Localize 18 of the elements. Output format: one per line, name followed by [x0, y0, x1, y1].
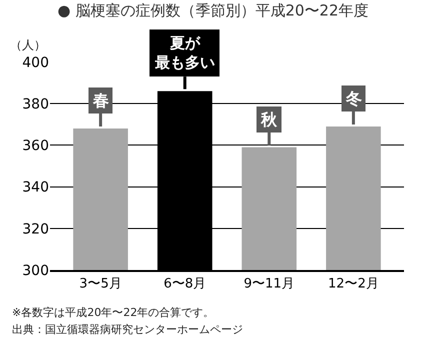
annotation: 秋 — [260, 110, 278, 129]
text: ※各数字は平成20年〜22年の合算です。 — [12, 306, 214, 319]
y-tick-label: 400 — [22, 54, 49, 71]
annotation: 春 — [92, 91, 109, 110]
source-note: 出典：国立循環器病研究センターホームページ — [12, 323, 243, 336]
x-tick-label: 12〜2月 — [328, 276, 379, 292]
y-tick-label: 320 — [22, 221, 49, 238]
y-tick-label: 380 — [22, 96, 49, 112]
annotation: 夏が最も多い — [154, 34, 215, 72]
y-tick-label: 340 — [22, 180, 49, 196]
y-tick-label: 300 — [22, 262, 49, 279]
x-tick-label: 6〜8月 — [164, 276, 206, 292]
annotation: 冬 — [345, 89, 362, 108]
y-axis-title: （人） — [10, 38, 46, 52]
x-tick-label: 9〜11月 — [244, 276, 295, 292]
chart-title: ● 脳梗塞の症例数（季節別）平成20〜22年度 — [57, 2, 369, 20]
y-tick-label: 360 — [22, 138, 49, 154]
x-tick-label: 3〜5月 — [79, 276, 122, 292]
